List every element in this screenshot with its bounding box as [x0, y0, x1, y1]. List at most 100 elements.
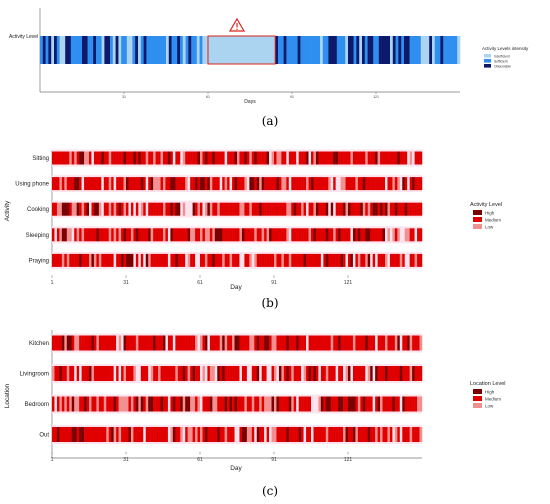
heatmap-cell [278, 253, 282, 267]
heatmap-cell [232, 335, 235, 351]
xtick-label: 61 [197, 457, 203, 463]
heatmap-cell [192, 253, 196, 267]
heatmap-cell [185, 228, 188, 242]
heatmap-cell [101, 396, 105, 412]
heatmap-cell [397, 427, 401, 442]
heatmap-cell [359, 36, 363, 64]
heatmap-cell [128, 151, 132, 165]
heatmap-cell [108, 202, 112, 216]
heatmap-cell [313, 177, 317, 191]
heatmap-cell [303, 36, 307, 64]
legend-entry: Low [485, 403, 494, 408]
heatmap-cell [419, 427, 423, 442]
heatmap-cell [118, 253, 122, 267]
heatmap-cell [204, 228, 208, 242]
row-label: Livingroom [20, 372, 49, 378]
heatmap-cell [407, 228, 410, 242]
heatmap-cell [392, 253, 396, 267]
heatmap-cell [124, 36, 128, 64]
heatmap-cell [86, 335, 90, 351]
heatmap-cell [325, 151, 329, 165]
heatmap-cell [160, 202, 164, 216]
heatmap-cell [355, 427, 359, 442]
heatmap-cell [328, 427, 331, 442]
heatmap-cell [385, 228, 388, 242]
heatmap-cell [394, 335, 398, 351]
heatmap-cell [195, 177, 198, 191]
heatmap-cell [212, 202, 216, 216]
heatmap-cell [66, 396, 70, 412]
heatmap-cell [180, 151, 183, 165]
heatmap-cell [382, 366, 386, 381]
row-label-a: Activity Level [9, 34, 38, 40]
heatmap-cell [170, 177, 174, 191]
heatmap-cell [328, 228, 331, 242]
heatmap-cell [103, 151, 107, 165]
heatmap-cell [266, 177, 270, 191]
heatmap-cell [76, 202, 80, 216]
heatmap-cell [207, 177, 211, 191]
heatmap-cell [298, 177, 302, 191]
heatmap-cell [153, 396, 156, 412]
heatmap-cell [426, 36, 430, 64]
heatmap-cell [298, 228, 302, 242]
legend-entry: Medium [485, 396, 501, 401]
heatmap-cell [52, 202, 55, 216]
heatmap-cell [66, 151, 70, 165]
heatmap-cell [335, 228, 339, 242]
heatmap-cell [360, 151, 364, 165]
heatmap-cell [402, 366, 405, 381]
heatmap-cell [111, 335, 114, 351]
legend-entry: Sufficient [494, 59, 508, 63]
heatmap-cell [138, 253, 142, 267]
heatmap-cell [340, 396, 344, 412]
heatmap-cell [394, 228, 398, 242]
heatmap-cell [306, 253, 309, 267]
heatmap-cell [167, 396, 171, 412]
heatmap-cell [96, 228, 100, 242]
heatmap-cell [222, 427, 225, 442]
heatmap-cell [362, 151, 366, 165]
heatmap-cell [249, 253, 253, 267]
heatmap-cell [158, 253, 161, 267]
heatmap-cell [375, 228, 378, 242]
heatmap-cell [394, 366, 398, 381]
heatmap-cell [175, 177, 179, 191]
heatmap-cell [153, 228, 156, 242]
heatmap-cell [138, 36, 142, 64]
ylabel-b: Activity [4, 200, 11, 221]
heatmap-cell [407, 366, 410, 381]
legend-entry: Low [485, 224, 494, 229]
heatmap-cell [227, 202, 230, 216]
heatmap-cell [454, 36, 458, 64]
heatmap-cell [76, 177, 80, 191]
heatmap-cell [362, 177, 366, 191]
heatmap-cell [61, 253, 65, 267]
heatmap-cell [311, 202, 314, 216]
heatmap-cell [340, 151, 344, 165]
heatmap-cell [283, 253, 287, 267]
heatmap-cell [64, 228, 68, 242]
heatmap-cell [61, 151, 65, 165]
heatmap-cell [86, 366, 90, 381]
heatmap-cell [155, 177, 159, 191]
heatmap-cell [138, 427, 142, 442]
heatmap-cell [69, 335, 72, 351]
heatmap-cell [392, 151, 396, 165]
heatmap-cell [209, 396, 213, 412]
heatmap-cell [202, 177, 206, 191]
heatmap-cell [345, 366, 349, 381]
heatmap-cell [266, 202, 270, 216]
heatmap-cell [222, 151, 225, 165]
heatmap-cell [48, 36, 52, 64]
heatmap-cell [375, 202, 378, 216]
heatmap-cell [138, 335, 142, 351]
heatmap-cell [177, 427, 181, 442]
heatmap-cell [251, 202, 255, 216]
heatmap-cell [98, 427, 102, 442]
heatmap-cell [138, 366, 142, 381]
heatmap-cell [202, 253, 206, 267]
heatmap-cell [98, 253, 102, 267]
